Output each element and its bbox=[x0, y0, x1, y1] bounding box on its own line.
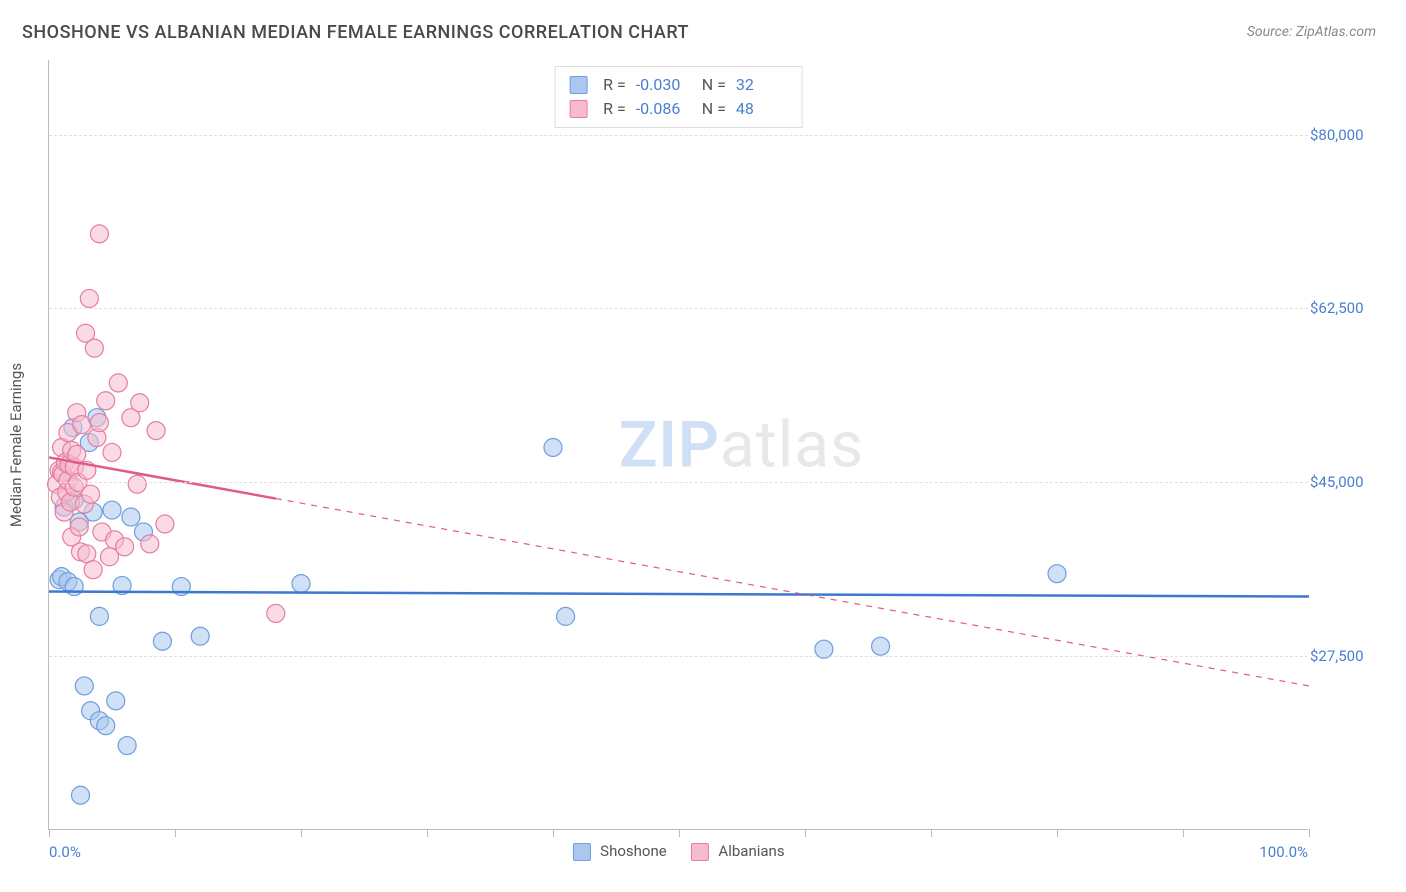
n-label: N = bbox=[698, 97, 726, 121]
gridline-h bbox=[49, 135, 1308, 136]
gridline-h bbox=[49, 482, 1308, 483]
scatter-point-shoshone bbox=[153, 632, 171, 650]
scatter-point-albanians bbox=[70, 518, 88, 536]
plot-area: ZIPatlas R = -0.030 N = 32 R = -0.086 N … bbox=[48, 60, 1308, 830]
gridline-h bbox=[49, 656, 1308, 657]
legend-label-albanians: Albanians bbox=[718, 842, 784, 860]
scatter-point-shoshone bbox=[122, 508, 140, 526]
scatter-point-shoshone bbox=[544, 438, 562, 456]
swatch-shoshone bbox=[569, 76, 587, 94]
scatter-point-albanians bbox=[90, 414, 108, 432]
x-tick bbox=[1309, 829, 1310, 837]
x-axis-min-label: 0.0% bbox=[49, 843, 81, 861]
scatter-point-albanians bbox=[267, 604, 285, 622]
r-value-shoshone: -0.030 bbox=[636, 73, 688, 97]
legend-swatch-shoshone bbox=[572, 843, 590, 861]
x-tick bbox=[1183, 829, 1184, 837]
y-tick-label: $62,500 bbox=[1310, 299, 1366, 317]
scatter-point-shoshone bbox=[97, 717, 115, 735]
r-label: R = bbox=[603, 97, 626, 121]
x-tick bbox=[175, 829, 176, 837]
scatter-point-albanians bbox=[103, 443, 121, 461]
y-tick-label: $45,000 bbox=[1310, 473, 1366, 491]
x-axis-max-label: 100.0% bbox=[1259, 843, 1308, 861]
n-label: N = bbox=[698, 73, 726, 97]
x-tick bbox=[49, 829, 50, 837]
stats-row-albanians: R = -0.086 N = 48 bbox=[569, 97, 788, 121]
swatch-albanians bbox=[569, 100, 587, 118]
scatter-point-shoshone bbox=[872, 637, 890, 655]
scatter-point-albanians bbox=[156, 515, 174, 533]
scatter-point-albanians bbox=[141, 535, 159, 553]
x-tick bbox=[427, 829, 428, 837]
scatter-point-albanians bbox=[85, 339, 103, 357]
legend-item-albanians: Albanians bbox=[691, 842, 785, 861]
scatter-point-albanians bbox=[147, 422, 165, 440]
n-value-shoshone: 32 bbox=[736, 73, 788, 97]
legend-label-shoshone: Shoshone bbox=[600, 842, 667, 860]
legend-item-shoshone: Shoshone bbox=[572, 842, 666, 861]
scatter-point-shoshone bbox=[90, 607, 108, 625]
scatter-point-shoshone bbox=[292, 575, 310, 593]
scatter-point-albanians bbox=[84, 561, 102, 579]
scatter-point-shoshone bbox=[1048, 565, 1066, 583]
chart-title: SHOSHONE VS ALBANIAN MEDIAN FEMALE EARNI… bbox=[22, 22, 689, 43]
y-axis-label: Median Female Earnings bbox=[7, 363, 25, 527]
scatter-svg-layer bbox=[49, 60, 1309, 830]
legend-bottom: Shoshone Albanians bbox=[572, 842, 784, 861]
gridline-h bbox=[49, 308, 1308, 309]
scatter-point-albanians bbox=[131, 394, 149, 412]
x-tick bbox=[679, 829, 680, 837]
scatter-point-albanians bbox=[128, 475, 146, 493]
x-tick bbox=[553, 829, 554, 837]
scatter-point-albanians bbox=[90, 225, 108, 243]
scatter-point-albanians bbox=[109, 374, 127, 392]
r-value-albanians: -0.086 bbox=[636, 97, 688, 121]
scatter-point-shoshone bbox=[75, 677, 93, 695]
x-tick bbox=[301, 829, 302, 837]
scatter-point-shoshone bbox=[557, 607, 575, 625]
scatter-point-shoshone bbox=[107, 692, 125, 710]
scatter-point-shoshone bbox=[103, 501, 121, 519]
scatter-point-shoshone bbox=[191, 627, 209, 645]
n-value-albanians: 48 bbox=[736, 97, 788, 121]
scatter-point-albanians bbox=[116, 538, 134, 556]
scatter-point-albanians bbox=[80, 289, 98, 307]
scatter-point-shoshone bbox=[72, 786, 90, 804]
legend-swatch-albanians bbox=[691, 843, 709, 861]
plot-container: Median Female Earnings ZIPatlas R = -0.0… bbox=[48, 60, 1368, 830]
x-tick bbox=[1057, 829, 1058, 837]
scatter-point-albanians bbox=[73, 416, 91, 434]
y-tick-label: $80,000 bbox=[1310, 126, 1366, 144]
y-tick-label: $27,500 bbox=[1310, 647, 1366, 665]
stats-row-shoshone: R = -0.030 N = 32 bbox=[569, 73, 788, 97]
scatter-point-shoshone bbox=[118, 737, 136, 755]
x-tick bbox=[931, 829, 932, 837]
scatter-point-albanians bbox=[97, 392, 115, 410]
x-tick bbox=[805, 829, 806, 837]
scatter-point-albanians bbox=[82, 485, 100, 503]
trendline-shoshone bbox=[49, 592, 1309, 597]
correlation-stats-box: R = -0.030 N = 32 R = -0.086 N = 48 bbox=[554, 66, 803, 128]
source-label: Source: ZipAtlas.com bbox=[1247, 24, 1376, 40]
r-label: R = bbox=[603, 73, 626, 97]
